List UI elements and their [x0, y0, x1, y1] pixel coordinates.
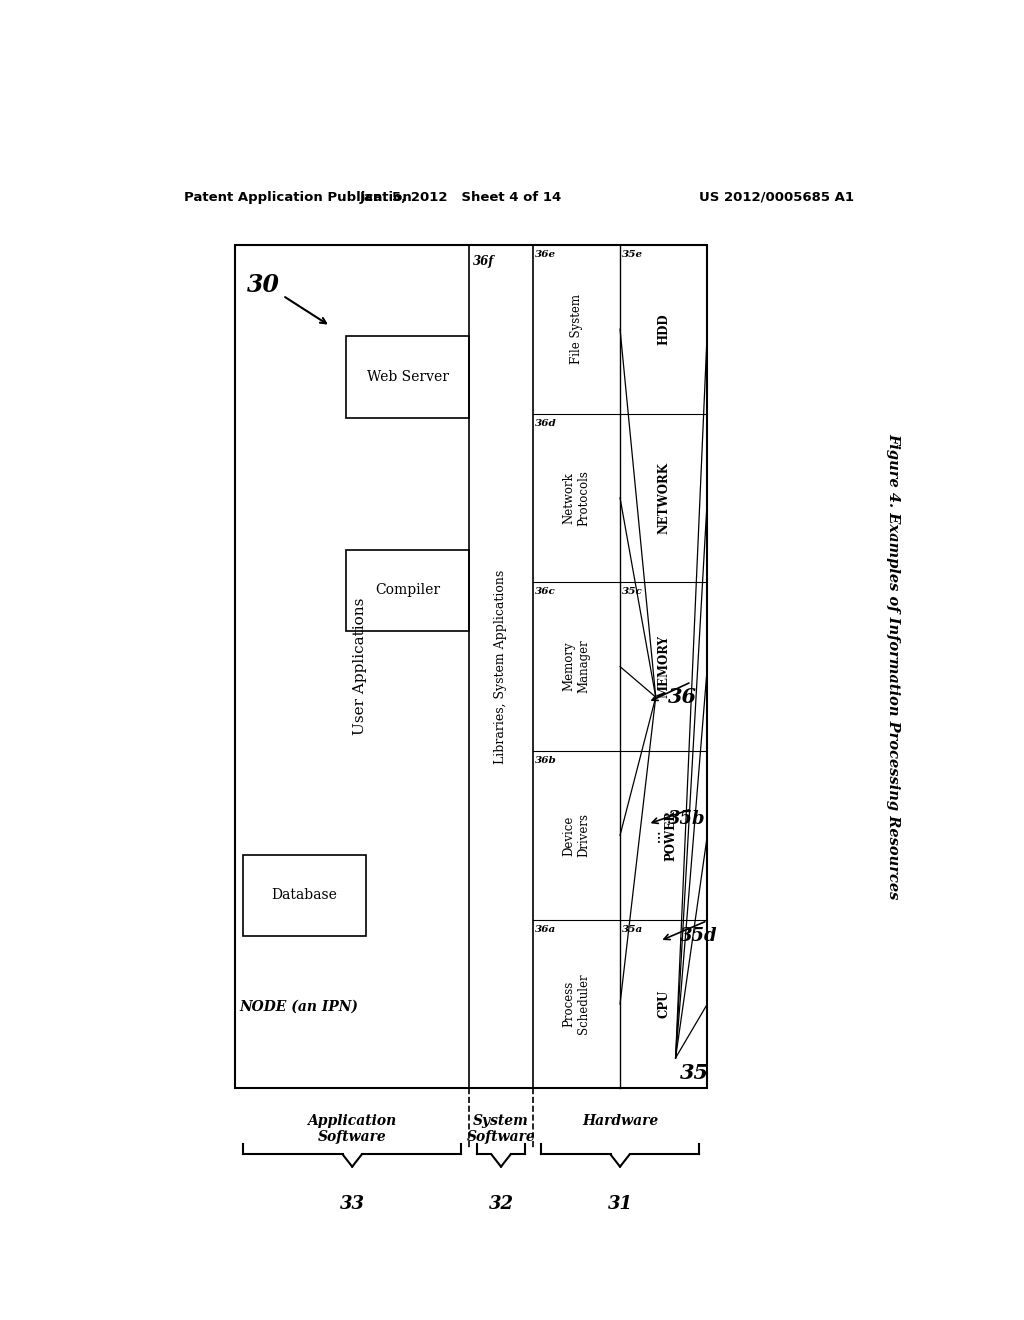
Text: 33: 33 [340, 1195, 365, 1213]
Text: 36a: 36a [536, 925, 556, 933]
Text: 30: 30 [247, 273, 280, 297]
Text: Compiler: Compiler [375, 583, 440, 598]
Text: 35e: 35e [623, 249, 643, 259]
Text: Patent Application Publication: Patent Application Publication [183, 190, 412, 203]
Text: 36f: 36f [473, 255, 495, 268]
Text: 36c: 36c [536, 587, 556, 597]
Text: 35d: 35d [680, 927, 717, 945]
Text: 35: 35 [680, 1063, 709, 1084]
Text: Process
Scheduler: Process Scheduler [562, 974, 591, 1035]
Text: MEMORY: MEMORY [657, 635, 670, 698]
FancyBboxPatch shape [243, 854, 367, 936]
Text: 36b: 36b [536, 756, 557, 766]
Text: 36d: 36d [536, 418, 557, 428]
Text: 36e: 36e [536, 249, 556, 259]
Text: NETWORK: NETWORK [657, 462, 670, 533]
Text: Hardware: Hardware [582, 1114, 658, 1127]
Text: HDD: HDD [657, 313, 670, 345]
Text: 35c: 35c [623, 587, 643, 597]
Text: ...
POWER: ... POWER [649, 810, 678, 861]
Text: 32: 32 [488, 1195, 513, 1213]
Text: Jan. 5, 2012   Sheet 4 of 14: Jan. 5, 2012 Sheet 4 of 14 [360, 190, 562, 203]
FancyBboxPatch shape [346, 337, 469, 417]
Text: User Applications: User Applications [353, 598, 368, 735]
Text: System
Software: System Software [467, 1114, 536, 1144]
Text: 35a: 35a [623, 925, 644, 933]
Text: Libraries, System Applications: Libraries, System Applications [495, 569, 508, 764]
Text: CPU: CPU [657, 990, 670, 1018]
FancyBboxPatch shape [346, 549, 469, 631]
Text: NODE (an IPN): NODE (an IPN) [240, 1001, 358, 1014]
Text: Database: Database [271, 888, 338, 903]
Text: File System: File System [570, 294, 583, 364]
Text: Figure 4. Examples of Information Processing Resources: Figure 4. Examples of Information Proces… [887, 433, 901, 900]
Text: US 2012/0005685 A1: US 2012/0005685 A1 [699, 190, 854, 203]
Text: Device
Drivers: Device Drivers [562, 813, 591, 857]
FancyBboxPatch shape [236, 244, 708, 1089]
Text: Network
Protocols: Network Protocols [562, 470, 591, 525]
Text: 31: 31 [607, 1195, 633, 1213]
Text: Web Server: Web Server [367, 370, 449, 384]
Text: Application
Software: Application Software [307, 1114, 397, 1144]
Text: 35b: 35b [668, 810, 706, 828]
Text: 36: 36 [668, 688, 696, 708]
Text: Memory
Manager: Memory Manager [562, 640, 591, 693]
